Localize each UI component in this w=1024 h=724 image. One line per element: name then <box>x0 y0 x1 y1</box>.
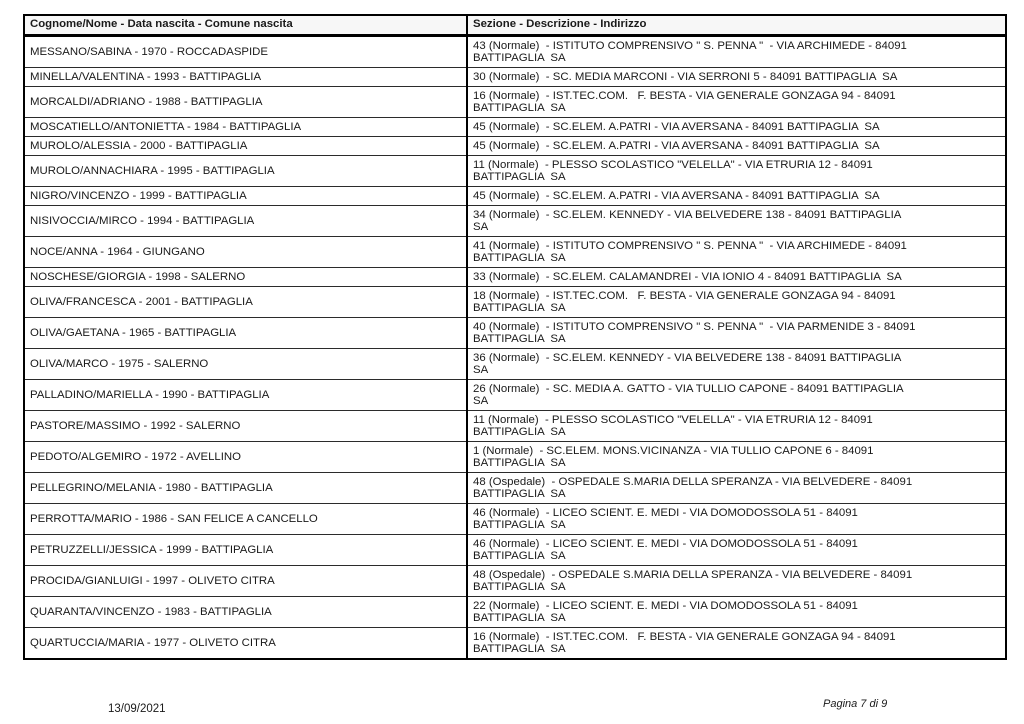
table-row: MOSCATIELLO/ANTONIETTA - 1984 - BATTIPAG… <box>23 117 1007 137</box>
section-cell: 1 (Normale) - SC.ELEM. MONS.VICINANZA - … <box>466 441 1007 473</box>
section-cell: 45 (Normale) - SC.ELEM. A.PATRI - VIA AV… <box>466 136 1007 156</box>
table-row: PALLADINO/MARIELLA - 1990 - BATTIPAGLIA 2… <box>23 379 1007 411</box>
section-cell: 48 (Ospedale) - OSPEDALE S.MARIA DELLA S… <box>466 472 1007 504</box>
person-cell: PELLEGRINO/MELANIA - 1980 - BATTIPAGLIA <box>23 472 468 504</box>
table-row: MESSANO/SABINA - 1970 - ROCCADASPIDE 43 (… <box>23 35 1007 68</box>
section-cell: 46 (Normale) - LICEO SCIENT. E. MEDI - V… <box>466 503 1007 535</box>
section-cell: 30 (Normale) - SC. MEDIA MARCONI - VIA S… <box>466 67 1007 87</box>
person-cell: NIGRO/VINCENZO - 1999 - BATTIPAGLIA <box>23 186 468 206</box>
table-row: PASTORE/MASSIMO - 1992 - SALERNO 11 (Norm… <box>23 410 1007 442</box>
section-cell: 34 (Normale) - SC.ELEM. KENNEDY - VIA BE… <box>466 205 1007 237</box>
section-cell: 43 (Normale) - ISTITUTO COMPRENSIVO " S.… <box>466 35 1007 68</box>
table-row: NOCE/ANNA - 1964 - GIUNGANO 41 (Normale) … <box>23 236 1007 268</box>
section-cell: 41 (Normale) - ISTITUTO COMPRENSIVO " S.… <box>466 236 1007 268</box>
person-cell: PASTORE/MASSIMO - 1992 - SALERNO <box>23 410 468 442</box>
table-row: PERROTTA/MARIO - 1986 - SAN FELICE A CAN… <box>23 503 1007 535</box>
table-row: NISIVOCCIA/MIRCO - 1994 - BATTIPAGLIA 34 … <box>23 205 1007 237</box>
table-row: QUARANTA/VINCENZO - 1983 - BATTIPAGLIA 22… <box>23 596 1007 628</box>
person-cell: QUARANTA/VINCENZO - 1983 - BATTIPAGLIA <box>23 596 468 628</box>
person-cell: PERROTTA/MARIO - 1986 - SAN FELICE A CAN… <box>23 503 468 535</box>
table-row: PETRUZZELLI/JESSICA - 1999 - BATTIPAGLIA… <box>23 534 1007 566</box>
section-cell: 11 (Normale) - PLESSO SCOLASTICO "VELELL… <box>466 410 1007 442</box>
table-body: MESSANO/SABINA - 1970 - ROCCADASPIDE 43 (… <box>23 35 1007 660</box>
footer-date: 13/09/2021 <box>108 703 166 715</box>
column-header-person: Cognome/Nome - Data nascita - Comune nas… <box>23 14 468 37</box>
person-cell: QUARTUCCIA/MARIA - 1977 - OLIVETO CITRA <box>23 627 468 660</box>
person-cell: MINELLA/VALENTINA - 1993 - BATTIPAGLIA <box>23 67 468 87</box>
section-cell: 16 (Normale) - IST.TEC.COM. F. BESTA - V… <box>466 86 1007 118</box>
table-row: PEDOTO/ALGEMIRO - 1972 - AVELLINO 1 (Norm… <box>23 441 1007 473</box>
section-cell: 45 (Normale) - SC.ELEM. A.PATRI - VIA AV… <box>466 117 1007 137</box>
section-cell: 16 (Normale) - IST.TEC.COM. F. BESTA - V… <box>466 627 1007 660</box>
table-row: NIGRO/VINCENZO - 1999 - BATTIPAGLIA 45 (N… <box>23 186 1007 206</box>
section-cell: 22 (Normale) - LICEO SCIENT. E. MEDI - V… <box>466 596 1007 628</box>
section-cell: 36 (Normale) - SC.ELEM. KENNEDY - VIA BE… <box>466 348 1007 380</box>
person-cell: PALLADINO/MARIELLA - 1990 - BATTIPAGLIA <box>23 379 468 411</box>
person-cell: PROCIDA/GIANLUIGI - 1997 - OLIVETO CITRA <box>23 565 468 597</box>
table-row: MUROLO/ANNACHIARA - 1995 - BATTIPAGLIA 11… <box>23 155 1007 187</box>
table-row: QUARTUCCIA/MARIA - 1977 - OLIVETO CITRA 1… <box>23 627 1007 660</box>
person-cell: OLIVA/GAETANA - 1965 - BATTIPAGLIA <box>23 317 468 349</box>
person-cell: NOCE/ANNA - 1964 - GIUNGANO <box>23 236 468 268</box>
page-number: Pagina 7 di 9 <box>823 698 888 710</box>
table-row: MUROLO/ALESSIA - 2000 - BATTIPAGLIA 45 (N… <box>23 136 1007 156</box>
person-cell: MESSANO/SABINA - 1970 - ROCCADASPIDE <box>23 35 468 68</box>
person-cell: OLIVA/MARCO - 1975 - SALERNO <box>23 348 468 380</box>
section-cell: 18 (Normale) - IST.TEC.COM. F. BESTA - V… <box>466 286 1007 318</box>
section-cell: 40 (Normale) - ISTITUTO COMPRENSIVO " S.… <box>466 317 1007 349</box>
header-row: Cognome/Nome - Data nascita - Comune nas… <box>23 14 1007 37</box>
table-row: OLIVA/GAETANA - 1965 - BATTIPAGLIA 40 (No… <box>23 317 1007 349</box>
table-row: PELLEGRINO/MELANIA - 1980 - BATTIPAGLIA 4… <box>23 472 1007 504</box>
table-row: OLIVA/MARCO - 1975 - SALERNO 36 (Normale)… <box>23 348 1007 380</box>
section-cell: 33 (Normale) - SC.ELEM. CALAMANDREI - VI… <box>466 267 1007 287</box>
person-cell: PEDOTO/ALGEMIRO - 1972 - AVELLINO <box>23 441 468 473</box>
person-cell: OLIVA/FRANCESCA - 2001 - BATTIPAGLIA <box>23 286 468 318</box>
section-cell: 11 (Normale) - PLESSO SCOLASTICO "VELELL… <box>466 155 1007 187</box>
person-cell: NISIVOCCIA/MIRCO - 1994 - BATTIPAGLIA <box>23 205 468 237</box>
person-cell: NOSCHESE/GIORGIA - 1998 - SALERNO <box>23 267 468 287</box>
person-cell: MUROLO/ALESSIA - 2000 - BATTIPAGLIA <box>23 136 468 156</box>
person-cell: MUROLO/ANNACHIARA - 1995 - BATTIPAGLIA <box>23 155 468 187</box>
table-row: PROCIDA/GIANLUIGI - 1997 - OLIVETO CITRA… <box>23 565 1007 597</box>
table-row: MINELLA/VALENTINA - 1993 - BATTIPAGLIA 30… <box>23 67 1007 87</box>
table-row: OLIVA/FRANCESCA - 2001 - BATTIPAGLIA 18 (… <box>23 286 1007 318</box>
table-row: MORCALDI/ADRIANO - 1988 - BATTIPAGLIA 16 … <box>23 86 1007 118</box>
table-row: NOSCHESE/GIORGIA - 1998 - SALERNO 33 (Nor… <box>23 267 1007 287</box>
column-header-section: Sezione - Descrizione - Indirizzo <box>466 14 1007 37</box>
report-table: Cognome/Nome - Data nascita - Comune nas… <box>23 14 1007 660</box>
person-cell: MORCALDI/ADRIANO - 1988 - BATTIPAGLIA <box>23 86 468 118</box>
section-cell: 26 (Normale) - SC. MEDIA A. GATTO - VIA … <box>466 379 1007 411</box>
person-cell: PETRUZZELLI/JESSICA - 1999 - BATTIPAGLIA <box>23 534 468 566</box>
section-cell: 48 (Ospedale) - OSPEDALE S.MARIA DELLA S… <box>466 565 1007 597</box>
section-cell: 46 (Normale) - LICEO SCIENT. E. MEDI - V… <box>466 534 1007 566</box>
person-cell: MOSCATIELLO/ANTONIETTA - 1984 - BATTIPAG… <box>23 117 468 137</box>
section-cell: 45 (Normale) - SC.ELEM. A.PATRI - VIA AV… <box>466 186 1007 206</box>
table-header: Cognome/Nome - Data nascita - Comune nas… <box>23 14 1007 37</box>
